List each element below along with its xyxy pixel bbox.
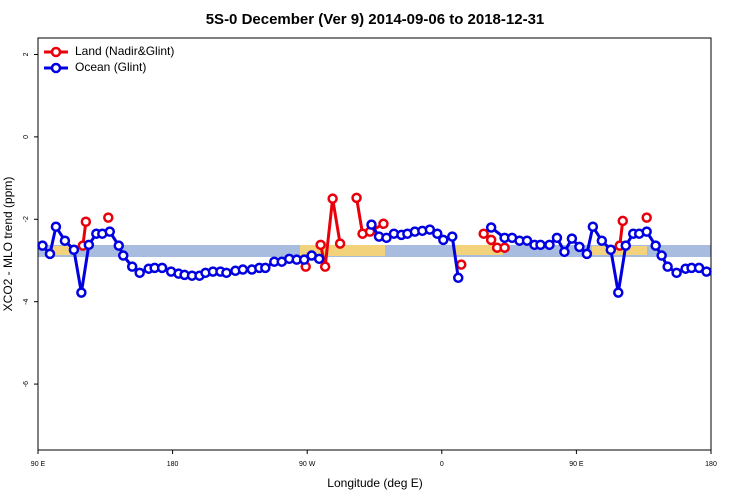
y-tick-label: -2 [23,216,30,222]
plot-frame [37,37,712,451]
data-point [156,262,168,274]
data-point [44,248,56,260]
data-point [381,232,392,244]
data-point [432,228,443,239]
data-point [662,261,673,272]
data-point [424,224,436,235]
data-point [596,235,608,246]
data-point [485,222,497,233]
data-point [221,267,232,279]
data-point [83,239,95,251]
data-point [656,250,667,261]
data-point [551,232,563,244]
data-point [566,233,578,244]
x-tick-label: 90 E [569,461,584,468]
data-point [298,254,310,265]
data-point [68,244,80,256]
data-point [499,242,510,253]
data-point [617,215,629,227]
x-tick-label: 180 [705,461,717,468]
data-point [620,240,632,251]
data-point [319,261,331,272]
data-point [521,235,533,246]
data-point [581,248,593,260]
chart-title: 5S-0 December (Ver 9) 2014-09-06 to 2018… [206,11,545,28]
data-point [447,231,458,242]
data-point [313,253,325,265]
data-point [641,212,652,223]
legend-label: Ocean (Glint) [75,60,146,74]
data-point [455,259,467,270]
data-point [80,216,92,228]
data-point [605,244,617,256]
data-point [327,193,338,204]
legend-marker [50,62,62,74]
data-point [478,228,489,239]
x-tick-label: 90 W [299,461,316,468]
y-axis-label: XCO2 - MLO trend (ppm) [1,177,15,312]
data-point [438,234,449,246]
data-point [134,267,145,279]
data-point [535,239,546,251]
y-tick-label: -4 [23,298,30,304]
data-point [50,221,62,232]
data-point [453,272,464,284]
data-point [574,241,585,253]
data-point [485,234,497,246]
data-point [613,287,624,298]
data-point [378,218,389,230]
data-point [671,267,682,279]
data-point [315,239,326,251]
y-tick-label: 0 [23,135,30,139]
data-point [366,219,377,230]
x-axis-label: Longitude (deg E) [327,476,422,490]
data-point [117,250,129,261]
y-tick-label: 2 [23,52,30,56]
data-point [260,262,271,274]
data-point [701,266,712,277]
data-point [559,246,570,258]
legend-label: Land (Nadir&Glint) [75,44,174,58]
data-point [104,226,116,237]
data-point [103,212,114,223]
data-point [641,226,652,237]
data-point [544,239,555,251]
data-point [76,287,87,298]
data-point [126,261,138,272]
data-point [37,240,48,251]
data-point [650,240,661,251]
data-point [237,264,249,275]
x-tick-label: 0 [440,461,444,468]
data-point [334,238,346,249]
x-tick-label: 90 E [31,461,46,468]
data-point [113,240,125,251]
x-tick-label: 180 [167,461,179,468]
data-point [59,235,71,246]
data-point [351,192,362,204]
legend-marker [50,46,62,58]
data-point [587,221,599,232]
y-tick-label: -6 [23,381,30,387]
